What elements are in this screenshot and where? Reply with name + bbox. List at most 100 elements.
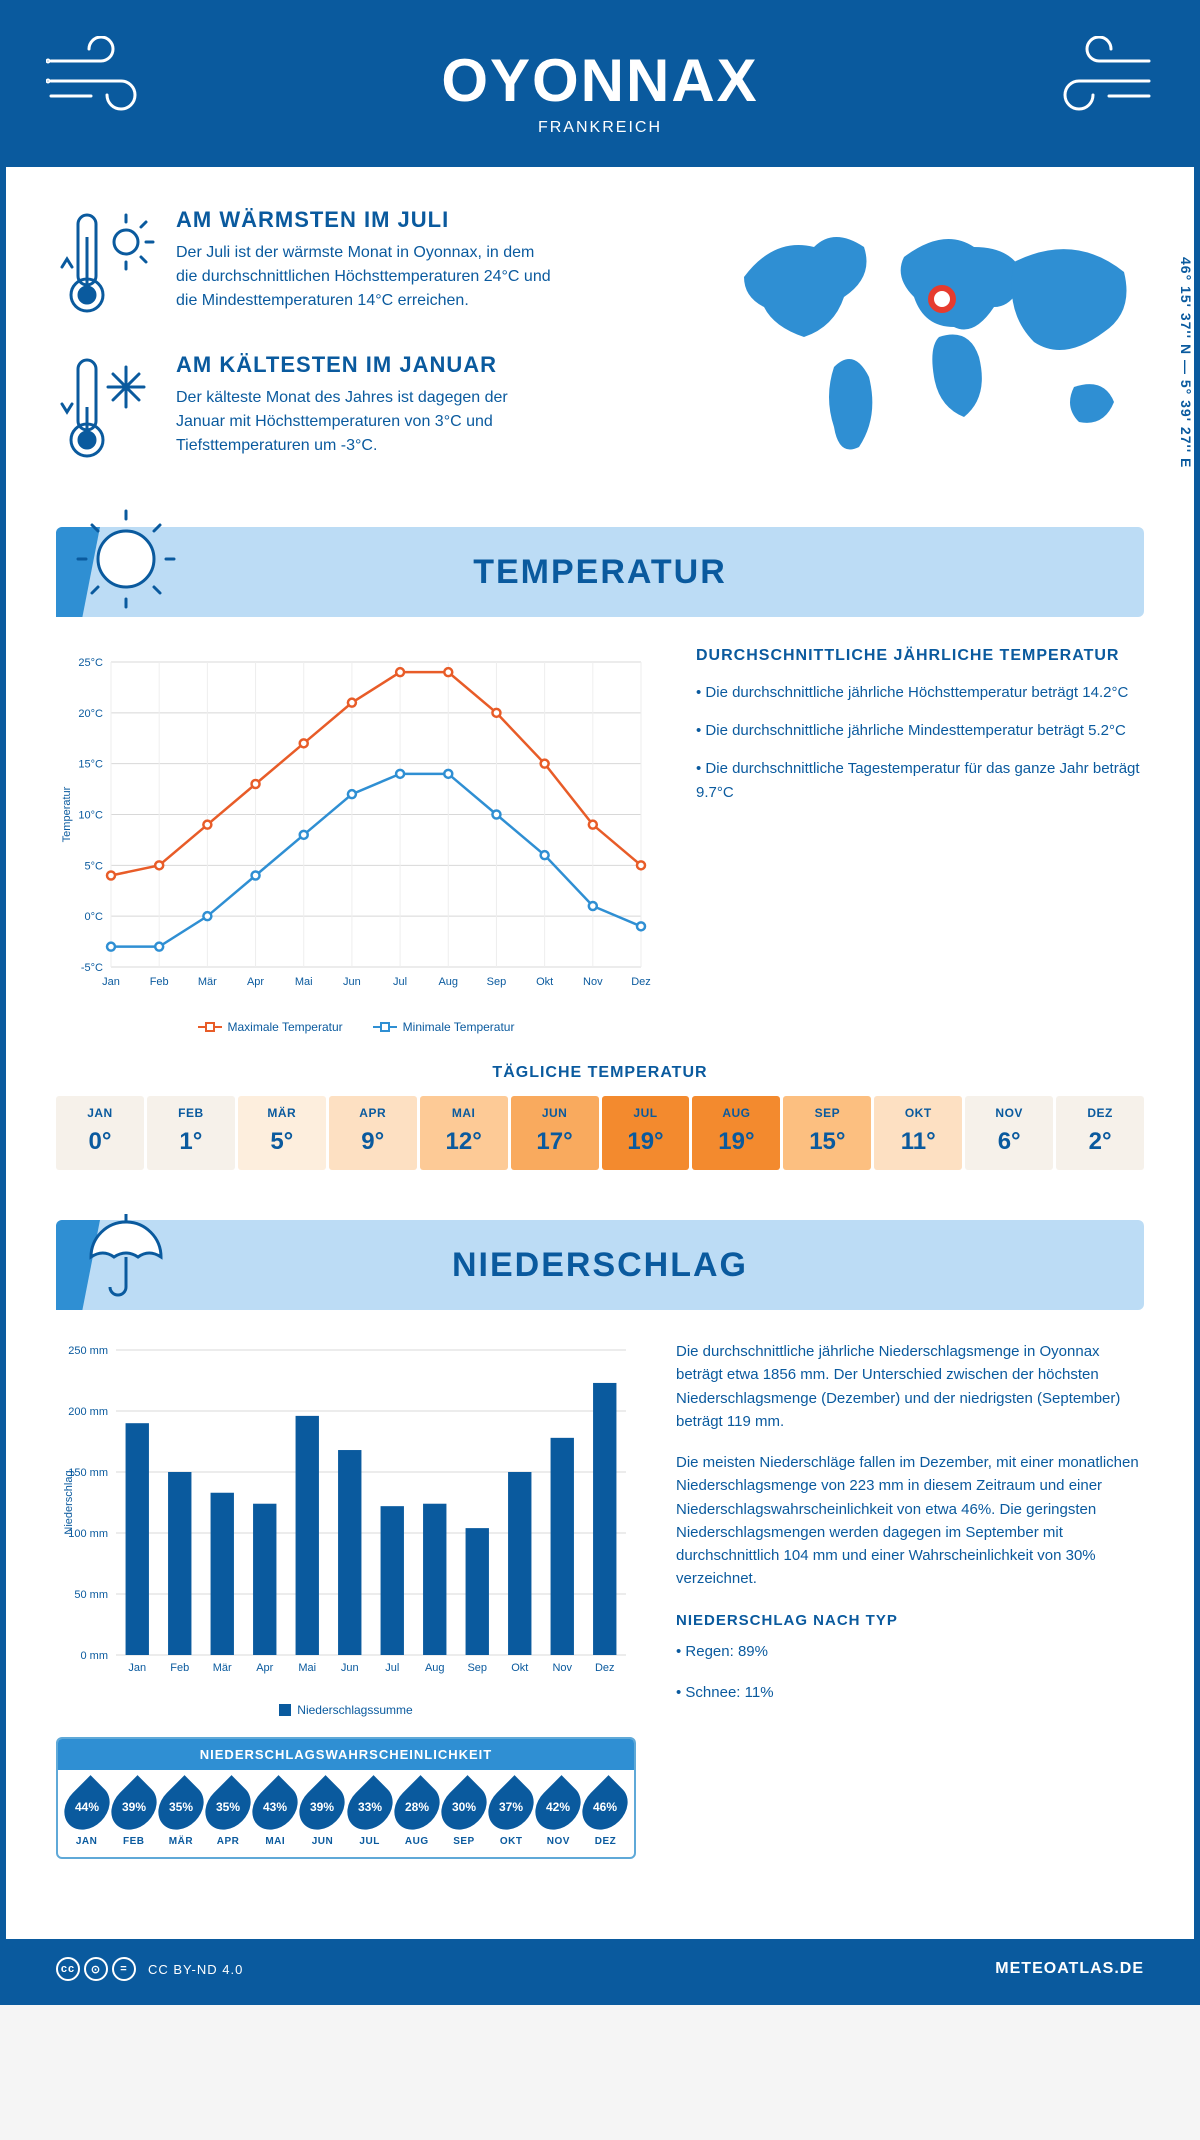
svg-text:Dez: Dez bbox=[595, 1662, 615, 1674]
temperature-title: TEMPERATUR bbox=[473, 553, 727, 592]
legend-max: Maximale Temperatur bbox=[228, 1020, 343, 1034]
svg-text:0 mm: 0 mm bbox=[81, 1650, 109, 1662]
svg-text:Jul: Jul bbox=[393, 976, 407, 988]
svg-text:25°C: 25°C bbox=[78, 657, 103, 669]
probability-cell: 35%MÄR bbox=[158, 1782, 203, 1847]
svg-text:Mai: Mai bbox=[298, 1662, 316, 1674]
temp-bullet-1: • Die durchschnittliche jährliche Höchst… bbox=[696, 681, 1144, 705]
svg-text:Jul: Jul bbox=[385, 1662, 399, 1674]
fact-coldest: AM KÄLTESTEN IM JANUAR Der kälteste Mona… bbox=[56, 352, 684, 467]
svg-text:Temperatur: Temperatur bbox=[61, 786, 73, 842]
svg-text:Aug: Aug bbox=[438, 976, 458, 988]
svg-text:Sep: Sep bbox=[487, 976, 507, 988]
country-subtitle: FRANKREICH bbox=[26, 119, 1174, 137]
legend-min: Minimale Temperatur bbox=[403, 1020, 515, 1034]
city-title: OYONNAX bbox=[26, 46, 1174, 115]
temperature-chart: -5°C 0°C 5°C 10°C 15°C 20°C 25°C Jan Feb Mär Apr Ma… bbox=[56, 647, 656, 1034]
world-map: 46° 15' 37'' N — 5° 39' 27'' E bbox=[724, 207, 1144, 472]
probability-cell: 39%JUN bbox=[300, 1782, 345, 1847]
fact-cold-title: AM KÄLTESTEN IM JANUAR bbox=[176, 352, 556, 378]
footer: cc⊙= CC BY-ND 4.0 METEOATLAS.DE bbox=[6, 1939, 1194, 1999]
svg-text:Feb: Feb bbox=[170, 1662, 189, 1674]
site-name: METEOATLAS.DE bbox=[995, 1960, 1144, 1978]
svg-text:Aug: Aug bbox=[425, 1662, 445, 1674]
svg-text:Jun: Jun bbox=[343, 976, 361, 988]
svg-text:Feb: Feb bbox=[150, 976, 169, 988]
temperature-section: -5°C 0°C 5°C 10°C 15°C 20°C 25°C Jan Feb Mär Apr Ma… bbox=[56, 647, 1144, 1034]
temp-bullet-2: • Die durchschnittliche jährliche Mindes… bbox=[696, 719, 1144, 743]
probability-cell: 39%FEB bbox=[111, 1782, 156, 1847]
precip-legend-label: Niederschlagssumme bbox=[297, 1703, 412, 1717]
svg-text:Nov: Nov bbox=[552, 1662, 572, 1674]
daily-temp-cell: NOV6° bbox=[965, 1096, 1053, 1170]
temp-legend: Maximale Temperatur Minimale Temperatur bbox=[56, 1020, 656, 1034]
temp-text-title: DURCHSCHNITTLICHE JÄHRLICHE TEMPERATUR bbox=[696, 647, 1144, 665]
probability-cell: 28%AUG bbox=[394, 1782, 439, 1847]
temp-bullet-3: • Die durchschnittliche Tagestemperatur … bbox=[696, 757, 1144, 805]
svg-text:Okt: Okt bbox=[536, 976, 553, 988]
probability-cell: 46%DEZ bbox=[583, 1782, 628, 1847]
svg-text:Niederschlag: Niederschlag bbox=[63, 1470, 75, 1534]
svg-text:0°C: 0°C bbox=[85, 911, 104, 923]
daily-temp-cell: FEB1° bbox=[147, 1096, 235, 1170]
daily-temp-cell: OKT11° bbox=[874, 1096, 962, 1170]
precip-para-1: Die durchschnittliche jährliche Niedersc… bbox=[676, 1340, 1144, 1433]
precipitation-title: NIEDERSCHLAG bbox=[452, 1246, 748, 1285]
daily-temp-cell: AUG19° bbox=[692, 1096, 780, 1170]
svg-text:Jan: Jan bbox=[102, 976, 120, 988]
probability-box: NIEDERSCHLAGSWAHRSCHEINLICHKEIT 44%JAN39… bbox=[56, 1737, 636, 1859]
svg-text:Jun: Jun bbox=[341, 1662, 359, 1674]
header: OYONNAX FRANKREICH bbox=[6, 6, 1194, 167]
fact-cold-text: Der kälteste Monat des Jahres ist dagege… bbox=[176, 386, 556, 458]
probability-cell: 33%JUL bbox=[347, 1782, 392, 1847]
content: AM WÄRMSTEN IM JULI Der Juli ist der wär… bbox=[6, 167, 1194, 1899]
coordinates: 46° 15' 37'' N — 5° 39' 27'' E bbox=[1178, 257, 1194, 468]
license-text: CC BY-ND 4.0 bbox=[148, 1962, 243, 1977]
svg-text:Mär: Mär bbox=[198, 976, 217, 988]
svg-text:15°C: 15°C bbox=[78, 759, 103, 771]
precipitation-banner: NIEDERSCHLAG bbox=[56, 1220, 1144, 1310]
svg-text:20°C: 20°C bbox=[78, 708, 103, 720]
svg-text:Apr: Apr bbox=[247, 976, 264, 988]
svg-text:Nov: Nov bbox=[583, 976, 603, 988]
svg-text:50 mm: 50 mm bbox=[74, 1589, 108, 1601]
svg-text:200 mm: 200 mm bbox=[68, 1406, 108, 1418]
svg-text:Dez: Dez bbox=[631, 976, 651, 988]
probability-title: NIEDERSCHLAGSWAHRSCHEINLICHKEIT bbox=[58, 1739, 634, 1770]
precip-para-2: Die meisten Niederschläge fallen im Deze… bbox=[676, 1451, 1144, 1591]
cc-icon: cc⊙= bbox=[56, 1957, 136, 1981]
umbrella-icon bbox=[76, 1202, 176, 1307]
fact-warmest: AM WÄRMSTEN IM JULI Der Juli ist der wär… bbox=[56, 207, 684, 322]
sun-icon bbox=[76, 509, 176, 614]
precipitation-chart: 0 mm50 mm100 mm150 mm200 mm250 mmNieders… bbox=[56, 1340, 636, 1690]
fact-warm-title: AM WÄRMSTEN IM JULI bbox=[176, 207, 556, 233]
svg-text:-5°C: -5°C bbox=[81, 962, 103, 974]
precipitation-text: Die durchschnittliche jährliche Niedersc… bbox=[676, 1340, 1144, 1859]
daily-temp-title: TÄGLICHE TEMPERATUR bbox=[56, 1064, 1144, 1082]
svg-text:Okt: Okt bbox=[511, 1662, 528, 1674]
daily-temp-cell: JUL19° bbox=[602, 1096, 690, 1170]
daily-temp-row: JAN0°FEB1°MÄR5°APR9°MAI12°JUN17°JUL19°AU… bbox=[56, 1096, 1144, 1170]
daily-temp-cell: DEZ2° bbox=[1056, 1096, 1144, 1170]
infographic-page: OYONNAX FRANKREICH AM WÄRMSTEN IM JULI D… bbox=[0, 0, 1200, 2005]
svg-text:10°C: 10°C bbox=[78, 810, 103, 822]
thermometer-hot-icon bbox=[56, 207, 156, 322]
temperature-banner: TEMPERATUR bbox=[56, 527, 1144, 617]
svg-text:Sep: Sep bbox=[467, 1662, 487, 1674]
precip-type-title: NIEDERSCHLAG NACH TYP bbox=[676, 1609, 1144, 1632]
svg-text:5°C: 5°C bbox=[85, 860, 104, 872]
probability-cell: 30%SEP bbox=[441, 1782, 486, 1847]
intro-section: AM WÄRMSTEN IM JULI Der Juli ist der wär… bbox=[56, 207, 1144, 497]
precipitation-section: 0 mm50 mm100 mm150 mm200 mm250 mmNieders… bbox=[56, 1340, 1144, 1859]
probability-cell: 35%APR bbox=[206, 1782, 251, 1847]
daily-temp-cell: MÄR5° bbox=[238, 1096, 326, 1170]
svg-text:250 mm: 250 mm bbox=[68, 1345, 108, 1357]
svg-text:Mär: Mär bbox=[213, 1662, 232, 1674]
wind-icon bbox=[1044, 36, 1154, 121]
daily-temp-cell: APR9° bbox=[329, 1096, 417, 1170]
fact-warm-text: Der Juli ist der wärmste Monat in Oyonna… bbox=[176, 241, 556, 313]
precip-type-rain: • Regen: 89% bbox=[676, 1640, 1144, 1663]
probability-cell: 37%OKT bbox=[489, 1782, 534, 1847]
precip-legend: Niederschlagssumme bbox=[56, 1703, 636, 1717]
temperature-text: DURCHSCHNITTLICHE JÄHRLICHE TEMPERATUR •… bbox=[696, 647, 1144, 1034]
